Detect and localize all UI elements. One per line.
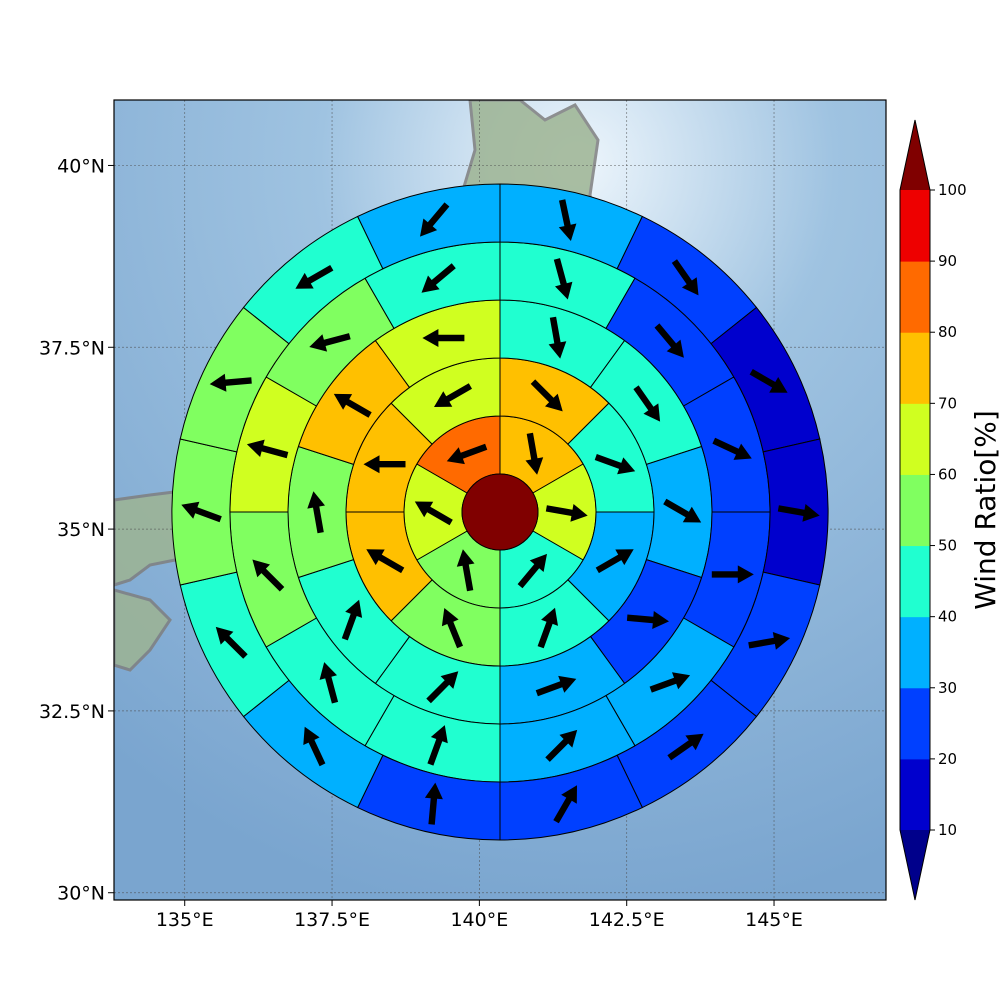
colorbar-tick-label: 60	[938, 465, 957, 483]
wind-arrow-ring4-12	[421, 263, 456, 293]
wind-arrow-ring4-4	[711, 565, 754, 584]
colorbar-bin	[900, 616, 930, 689]
colorbar-tick-label: 80	[938, 323, 957, 341]
map-border	[113, 99, 887, 901]
y-tick-label: 37.5°N	[39, 337, 105, 359]
colorbar-tick-label: 70	[938, 394, 957, 412]
wind-arrow-ring2-3	[595, 549, 634, 574]
colorbar: 10 20 30 40 50 60 70 80 90 100 Wind Ratio[%]	[899, 119, 1000, 901]
wind-arrow-ring3-10	[422, 329, 465, 347]
wind-arrow-ring2-2	[594, 454, 636, 475]
wind-arrow-ring5-9	[303, 726, 326, 767]
colorbar-tick-label: 20	[938, 750, 957, 768]
wind-arrow-ring4-5	[649, 672, 691, 693]
colorbar-title: Wind Ratio[%]	[969, 410, 1000, 610]
y-tick-label: 30°N	[57, 883, 105, 905]
colorbar-bin	[900, 687, 930, 760]
wind-arrow-ring5-13	[295, 265, 334, 289]
wind-arrow-ring4-7	[427, 725, 448, 766]
colorbar-tick-label: 40	[938, 608, 957, 626]
wind-arrow-ring5-7	[553, 785, 577, 824]
colorbar-bin	[900, 332, 930, 404]
wind-arrow-ring3-1	[548, 316, 567, 359]
wind-arrow-ring4-1	[553, 258, 573, 300]
colorbar-tick-label: 50	[938, 537, 957, 555]
wind-arrow-ring1-3	[517, 553, 547, 589]
y-tick-label: 32.5°N	[39, 701, 105, 723]
wind-arrow-ring2-6	[366, 549, 405, 574]
colorbar-under-extension	[900, 830, 930, 900]
wind-arrow-ring4-2	[654, 323, 684, 358]
wind-arrow-ring4-3	[712, 437, 752, 460]
wind-arrow-ring5-2	[671, 259, 699, 296]
wind-arrow-ring5-12	[209, 373, 252, 392]
colorbar-bin	[900, 545, 930, 618]
colorbar-bin	[900, 261, 930, 333]
wind-arrow-ring1-6	[446, 443, 488, 465]
center-disk	[461, 473, 539, 551]
wind-arrow-ring2-7	[363, 455, 406, 474]
wind-arrow-ring3-9	[333, 393, 372, 418]
colorbar-tick-label: 30	[938, 679, 957, 697]
colorbar-tick-label: 100	[938, 181, 967, 199]
map-axes: 135°E 137.5°E 140°E 142.5°E 145°E 30°N 32.5°N 3…	[39, 99, 887, 931]
wind-arrow-ring5-10	[215, 626, 248, 659]
wind-arrow-ring4-8	[319, 662, 339, 704]
sector-rings	[171, 183, 829, 841]
wind-arrow-ring4-11	[309, 333, 351, 352]
y-tick-label: 35°N	[57, 519, 105, 541]
wind-arrow-ring4-10	[246, 439, 289, 459]
wind-arrow-ring2-1	[530, 379, 563, 412]
wind-arrow-ring3-3	[663, 498, 702, 523]
wind-arrow-ring3-5	[535, 675, 577, 697]
colorbar-tick-label: 10	[938, 821, 957, 839]
wind-arrow-ring5-1	[558, 199, 577, 241]
wind-arrow-ring5-5	[748, 632, 791, 650]
x-tick-label: 137.5°E	[294, 909, 370, 931]
wind-arrow-ring1-2	[545, 504, 588, 522]
wind-arrow-ring3-2	[633, 385, 661, 422]
wind-arrow-ring2-4	[537, 607, 558, 649]
wind-arrow-ring5-14	[420, 202, 450, 237]
x-tick-label: 140°E	[450, 909, 508, 931]
colorbar-bin	[900, 474, 930, 547]
wind-arrow-ring5-4	[777, 504, 820, 522]
colorbar-bin	[900, 758, 930, 831]
wind-arrow-ring4-6	[545, 729, 578, 762]
sector-ring3-8	[287, 445, 355, 579]
land-shape	[114, 588, 172, 672]
wind-arrow-ring3-8	[307, 491, 325, 534]
wind-arrows	[181, 199, 820, 825]
colorbar-bin	[900, 190, 930, 262]
wind-arrow-ring5-3	[749, 369, 788, 393]
wind-arrow-ring1-5	[414, 501, 453, 526]
x-tick-label: 142.5°E	[589, 909, 665, 931]
wind-arrow-ring3-4	[626, 611, 669, 629]
wind-arrow-ring5-6	[667, 733, 704, 761]
colorbar-bin	[900, 403, 930, 475]
wind-arrow-ring5-8	[424, 782, 443, 825]
x-tick-label: 135°E	[156, 909, 214, 931]
wind-arrow-ring5-11	[181, 501, 222, 523]
wind-arrow-ring3-6	[426, 671, 459, 704]
wind-arrow-ring1-1	[525, 432, 544, 475]
wind-arrow-ring2-5	[441, 608, 463, 649]
wind-arrow-ring2-8	[434, 383, 472, 407]
y-tick-label: 40°N	[57, 155, 105, 177]
wind-arrow-ring3-7	[341, 599, 363, 641]
wind-arrow-ring4-9	[252, 559, 285, 592]
colorbar-over-extension	[900, 120, 930, 190]
colorbar-tick-label: 90	[938, 252, 957, 270]
wind-arrow-ring1-4	[456, 549, 475, 592]
x-tick-label: 145°E	[745, 909, 803, 931]
